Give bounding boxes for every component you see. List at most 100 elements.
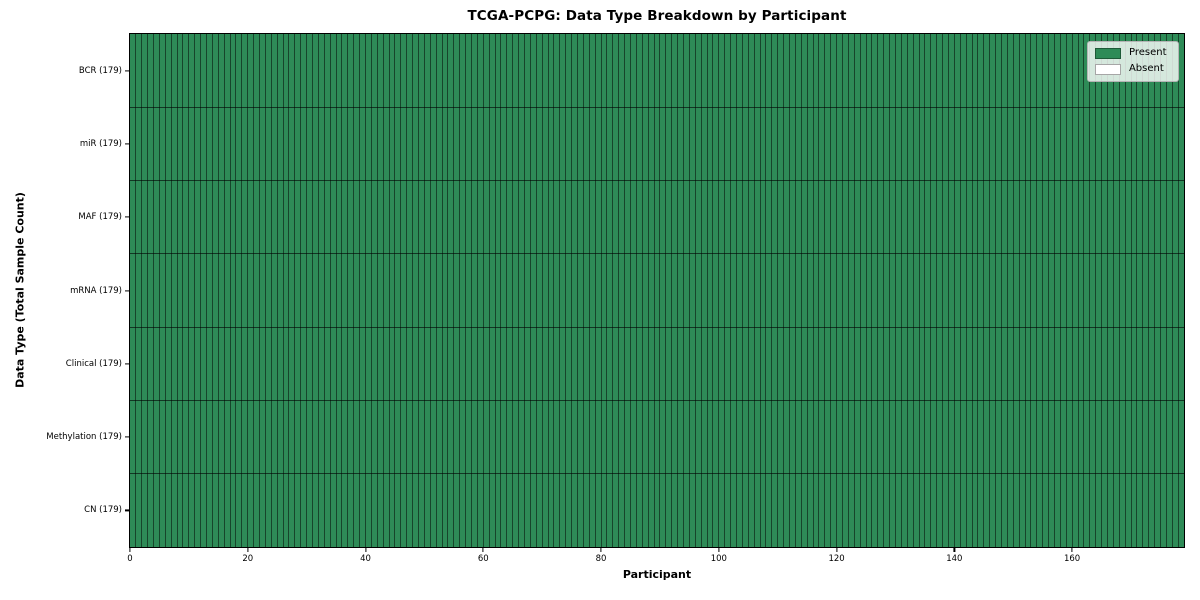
cell-edge-vertical [429, 33, 431, 547]
y-tick-mark [124, 143, 129, 145]
x-tick-mark [129, 548, 131, 552]
cell-edge-vertical [783, 33, 785, 547]
cell-edge-vertical [841, 33, 843, 547]
cell-edge-vertical [706, 33, 708, 547]
cell-edge-vertical [630, 33, 631, 547]
cell-edge-vertical [995, 33, 997, 547]
cell-edge-vertical [1059, 33, 1061, 547]
x-tick-label: 140 [946, 554, 963, 564]
legend: Present Absent [1086, 40, 1179, 82]
y-tick-mark [124, 363, 129, 365]
row-edge-horizontal [129, 106, 1184, 108]
cell-edge-vertical [624, 33, 626, 547]
y-tick-label: MAF (179) [78, 211, 122, 222]
cell-edge-vertical [241, 33, 243, 547]
cell-edge-vertical [1077, 33, 1079, 547]
cell-edge-vertical [264, 33, 266, 547]
cell-edge-vertical [677, 33, 679, 547]
cell-edge-vertical [606, 33, 608, 547]
cell-edge-vertical [223, 33, 225, 547]
cell-edge-vertical [529, 33, 531, 547]
cell-edge-vertical [753, 33, 755, 547]
cell-edge-vertical [559, 33, 561, 547]
cell-edge-vertical [1106, 33, 1108, 547]
legend-label-absent: Absent [1128, 63, 1164, 74]
cell-edge-vertical [983, 33, 985, 547]
legend-swatch-present [1094, 47, 1121, 59]
cell-edge-vertical [482, 33, 484, 547]
cell-edge-vertical [665, 33, 667, 547]
cell-edge-vertical [588, 33, 590, 547]
cell-edge-vertical [889, 33, 891, 547]
cell-edge-vertical [794, 33, 796, 547]
cell-edge-vertical [1012, 33, 1014, 547]
legend-entry-present: Present [1094, 47, 1169, 59]
cell-edge-vertical [412, 33, 414, 547]
cell-edge-vertical [270, 33, 272, 547]
cell-edge-vertical [800, 33, 802, 547]
cell-edge-vertical [853, 33, 855, 547]
cell-edge-vertical [912, 33, 914, 547]
x-tick-label: 160 [1063, 554, 1081, 564]
cell-edge-vertical [323, 33, 325, 547]
cell-edge-vertical [1000, 33, 1002, 547]
cell-edge-vertical [771, 33, 773, 547]
cell-edge-vertical [465, 33, 467, 547]
y-tick-mark [124, 216, 129, 218]
x-tick-label: 60 [477, 554, 489, 564]
x-tick-mark [953, 548, 955, 552]
cell-edge-vertical [459, 33, 461, 547]
cell-edge-vertical [1101, 33, 1103, 547]
y-tick-label: Clinical (179) [65, 358, 122, 369]
cell-edge-vertical [500, 33, 502, 547]
cell-edge-vertical [282, 33, 284, 547]
x-tick-label: 40 [360, 554, 371, 564]
cell-edge-vertical [294, 33, 296, 547]
cell-edge-vertical [423, 33, 425, 547]
cell-edge-vertical [1024, 33, 1026, 547]
cell-edge-vertical [971, 33, 973, 547]
cell-edge-vertical [541, 33, 543, 547]
cell-edge-vertical [1071, 33, 1073, 547]
cell-edge-vertical [847, 33, 849, 547]
cell-edge-vertical [918, 33, 920, 547]
cell-edge-vertical [1006, 33, 1008, 547]
cell-edge-vertical [312, 33, 314, 547]
cell-edge-vertical [1065, 33, 1067, 547]
cell-edge-vertical [965, 33, 967, 547]
cell-edge-vertical [906, 33, 908, 547]
cell-edge-vertical [453, 33, 455, 547]
cell-edge-vertical [1036, 33, 1038, 547]
cell-edge-vertical [612, 33, 614, 547]
cell-edge-vertical [571, 33, 573, 547]
cell-edge-vertical [176, 33, 178, 547]
cell-edge-vertical [1159, 33, 1161, 547]
cell-edge-vertical [553, 33, 555, 547]
cell-edge-vertical [600, 33, 602, 547]
cell-edge-vertical [942, 33, 944, 547]
cell-edge-vertical [547, 33, 549, 547]
heatmap-plot-area: Present Absent [128, 32, 1185, 548]
cell-edge-vertical [406, 33, 408, 547]
cell-edge-vertical [317, 33, 319, 547]
cell-edge-vertical [164, 33, 166, 547]
cell-edge-vertical [565, 33, 567, 547]
cell-edge-vertical [353, 33, 355, 547]
y-tick-label: Methylation (179) [46, 431, 122, 442]
cell-edge-vertical [206, 33, 208, 547]
cell-edge-vertical [394, 33, 396, 547]
y-tick-mark [124, 70, 129, 72]
row-edge-horizontal [129, 326, 1184, 328]
y-tick-label: mRNA (179) [70, 285, 122, 296]
cell-edge-vertical [200, 33, 202, 547]
y-tick-label: BCR (179) [78, 65, 122, 76]
x-tick-mark [835, 548, 838, 552]
cell-edge-vertical [577, 33, 578, 547]
cell-edge-vertical [953, 33, 955, 547]
legend-swatch-absent [1094, 63, 1121, 75]
y-tick-mark [124, 509, 129, 511]
row-edge-horizontal [129, 473, 1184, 475]
cell-edge-vertical [718, 33, 720, 547]
cell-edge-vertical [818, 33, 820, 547]
